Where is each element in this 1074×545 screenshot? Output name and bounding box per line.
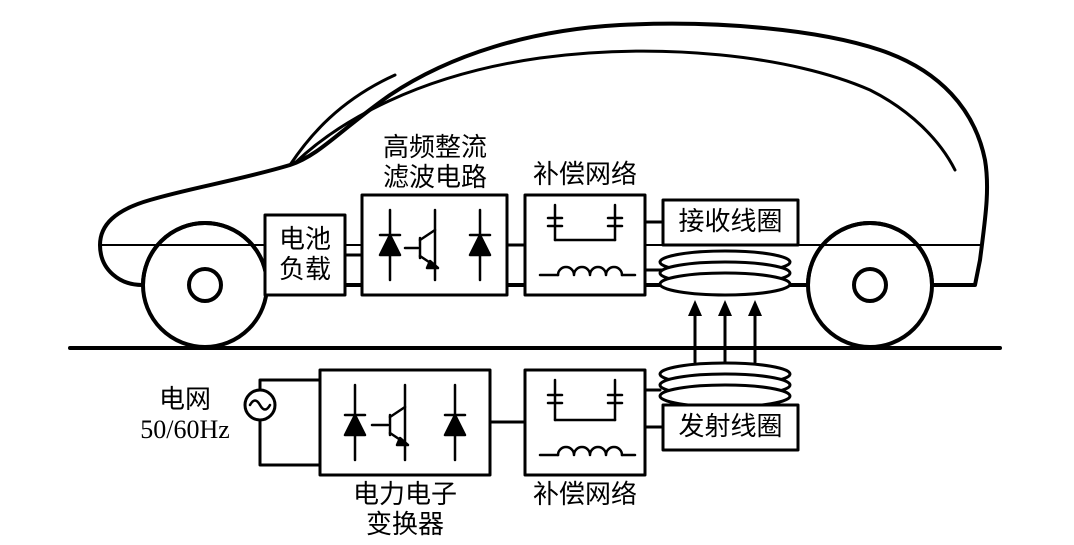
grid-label: 电网 50/60Hz <box>125 385 245 445</box>
comp-lower-box <box>525 370 645 475</box>
tx-coil-icon <box>660 363 790 407</box>
comp-upper-label: 补偿网络 <box>520 160 650 190</box>
rectifier-label: 高频整流 滤波电路 <box>335 133 535 193</box>
rx-coil-label: 接收线圈 <box>663 207 798 237</box>
comp-lower-label: 补偿网络 <box>515 480 655 510</box>
battery-label: 电池 负载 <box>265 225 345 285</box>
rear-wheel <box>808 223 932 347</box>
rx-coil-icon <box>660 251 790 295</box>
front-wheel <box>143 223 267 347</box>
energy-arrows <box>688 300 762 362</box>
converter-label: 电力电子 变换器 <box>320 480 490 540</box>
tx-coil-label: 发射线圈 <box>663 412 798 442</box>
comp-upper-box <box>525 195 645 295</box>
